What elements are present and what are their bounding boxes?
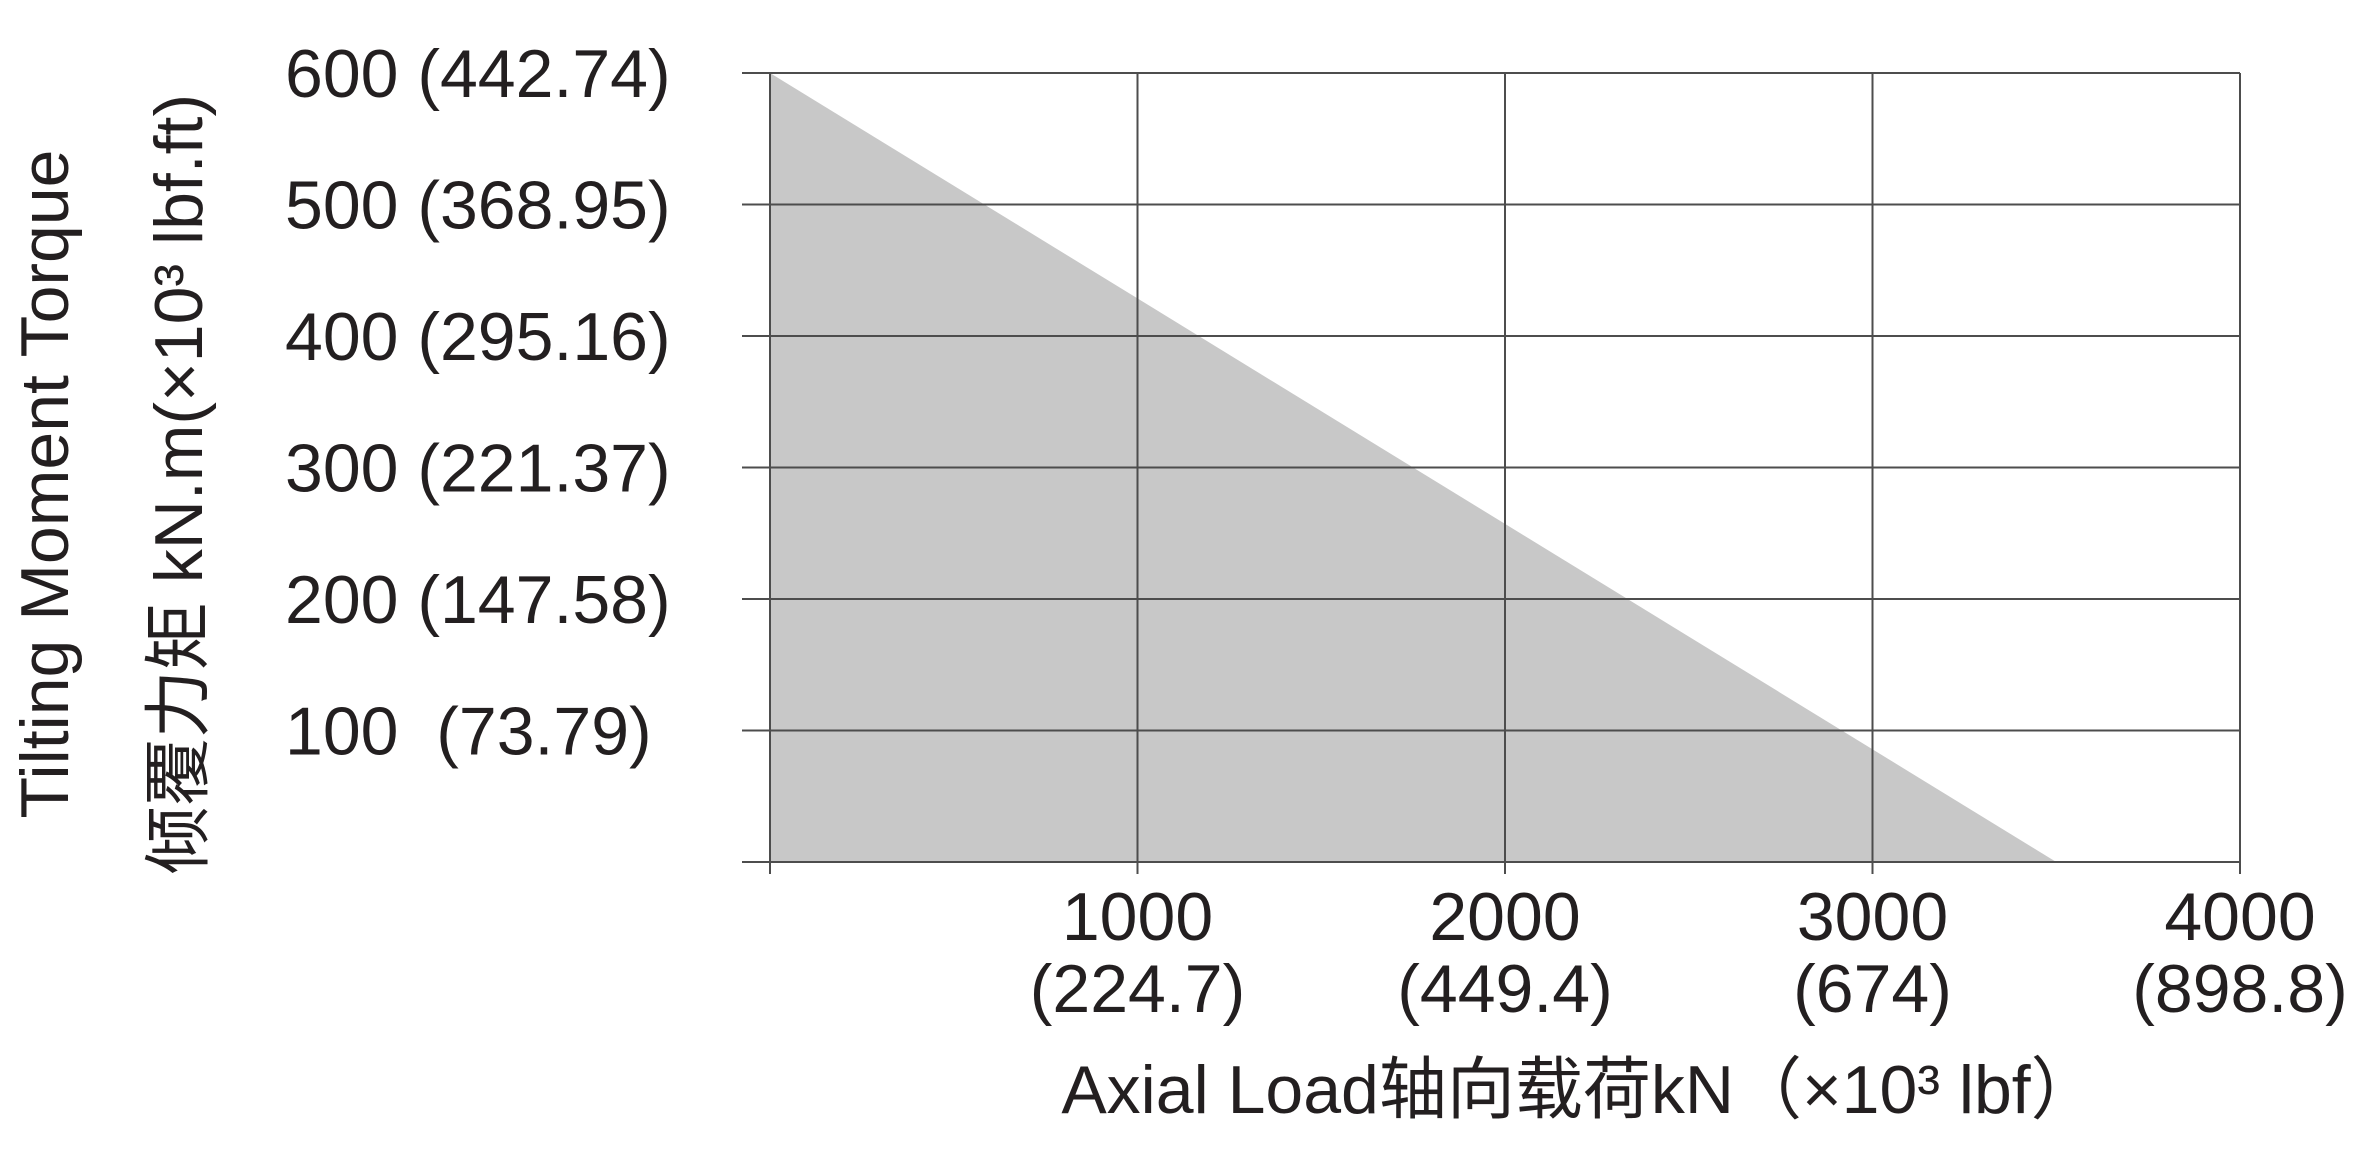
y-tick-label: 100 (73.79) (285, 694, 652, 770)
x-tick-labels: 1000(224.7) 2000(449.4) 3000(674) 4000(898.… (1030, 879, 2348, 1027)
y-tick-label: 500 (368.95) (285, 168, 671, 244)
y-tick-labels: 100 (73.79) 200 (147.58) 300 (221.37) 400 (… (285, 36, 671, 770)
x-tick-label: 4000 (2164, 879, 2315, 955)
x-axis-title: Axial Load轴向载荷kN（×10³ lbf） (1061, 1052, 2098, 1128)
x-tick-label: 1000 (1062, 879, 1213, 955)
x-tick-label: 3000 (1797, 879, 1948, 955)
x-tick-sublabel: (224.7) (1030, 951, 1245, 1027)
x-tick-sublabel: (449.4) (1397, 951, 1612, 1027)
y-tick-label: 400 (295.16) (285, 299, 671, 375)
y-tick-label: 600 (442.74) (285, 36, 671, 112)
grid-layer (742, 72, 2241, 874)
x-tick-sublabel: (674) (1793, 951, 1952, 1027)
y-axis-title-line2: 倾覆力矩 kN.m(×10³ lbf.ft) (141, 94, 217, 874)
y-tick-label: 300 (221.37) (285, 431, 671, 507)
x-tick-sublabel: (898.8) (2132, 951, 2347, 1027)
y-tick-label: 200 (147.58) (285, 562, 671, 638)
x-tick-label: 2000 (1429, 879, 1580, 955)
y-axis-title-line1: Tilting Moment Torque (7, 150, 83, 819)
